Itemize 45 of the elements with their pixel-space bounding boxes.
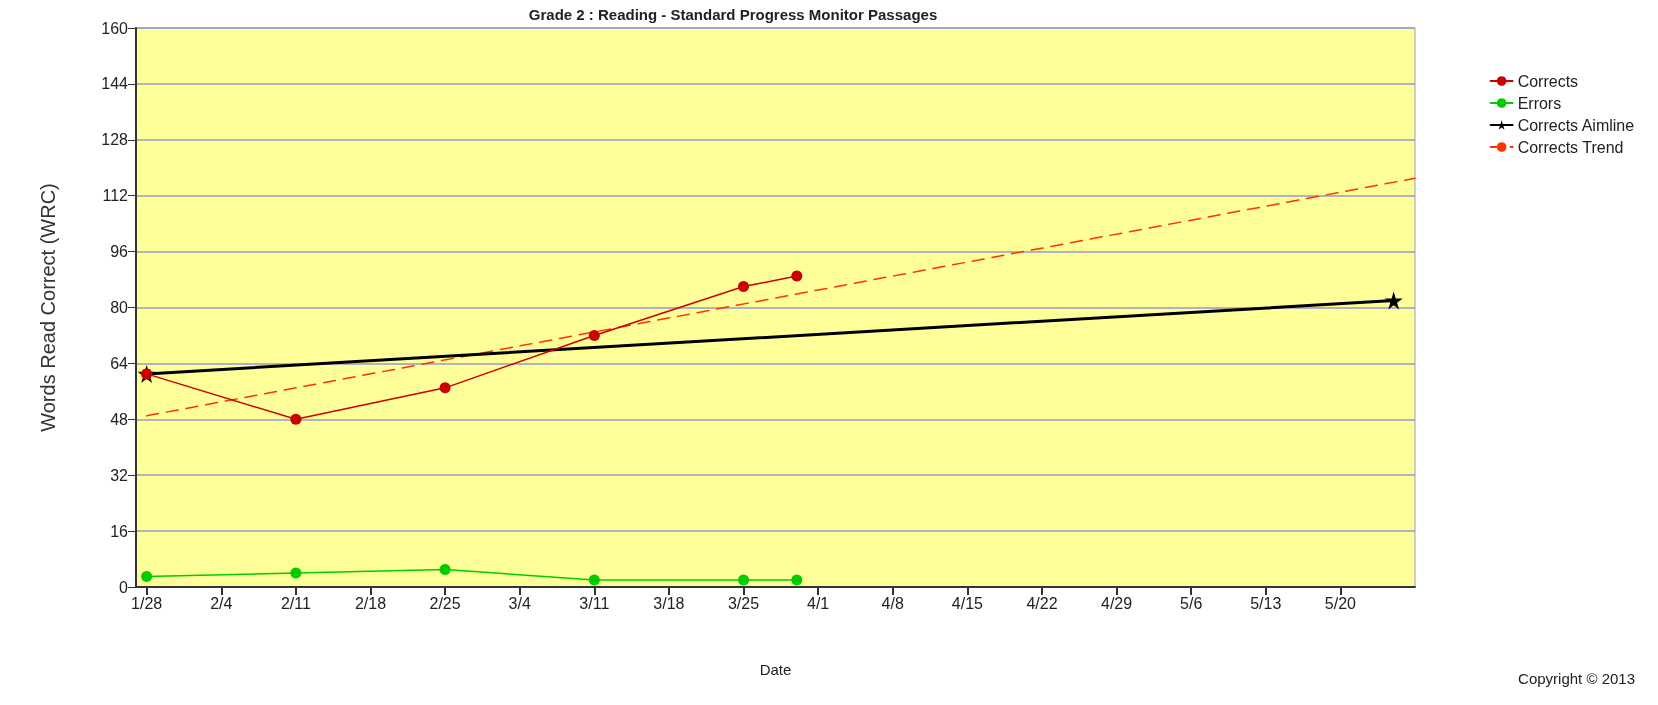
x-tick-label: 5/20 [1324,594,1357,612]
point [290,567,302,579]
x-tick-label: 4/1 [807,594,830,612]
point [439,382,451,394]
y-tick-label: 160 [101,19,129,37]
point [738,574,750,586]
point [290,413,302,425]
x-tick-label: 3/18 [653,594,685,612]
x-tick-label: 3/25 [727,594,760,612]
legend-label: Errors [1517,94,1562,112]
y-tick-label: 16 [110,522,129,540]
x-tick-label: 4/22 [1026,594,1058,612]
y-axis-title: Words Read Correct (WRC) [37,183,59,432]
y-tick-label: 64 [110,354,129,372]
point [141,571,153,583]
x-tick-label: 5/6 [1180,594,1203,612]
x-tick-label: 3/4 [508,594,531,612]
legend-label: Corrects Aimline [1517,116,1635,134]
x-tick-label: 4/29 [1101,594,1133,612]
y-tick-label: 32 [110,466,129,484]
x-tick-label: 2/11 [280,594,311,612]
point [738,281,750,293]
legend-label: Corrects [1517,72,1579,90]
point [588,329,600,341]
y-tick-label: 80 [110,299,129,316]
legend-label: Corrects Trend [1517,138,1624,156]
x-tick-label: 4/15 [951,594,984,612]
x-tick-label: 2/4 [210,594,233,612]
point [588,574,600,586]
x-axis-title: Date [759,661,792,678]
x-tick-label: 2/18 [354,594,387,612]
y-tick-label: 48 [110,410,129,428]
x-tick-label: 5/13 [1250,594,1282,612]
point [439,564,451,576]
x-tick-label: 4/8 [881,594,904,612]
y-tick-label: 144 [101,75,129,93]
x-tick-label: 2/25 [429,594,461,612]
y-tick-label: 0 [119,578,129,596]
y-tick-label: 112 [102,187,129,205]
x-tick-label: 1/28 [131,594,163,612]
chart-title: Grade 2 : Reading - Standard Progress Monitor Passages [528,6,938,23]
y-tick-label: 128 [101,131,129,149]
y-tick-label: 96 [110,243,129,261]
text: Copyright © 2013 [1518,670,1635,687]
x-tick-label: 3/11 [579,594,610,612]
